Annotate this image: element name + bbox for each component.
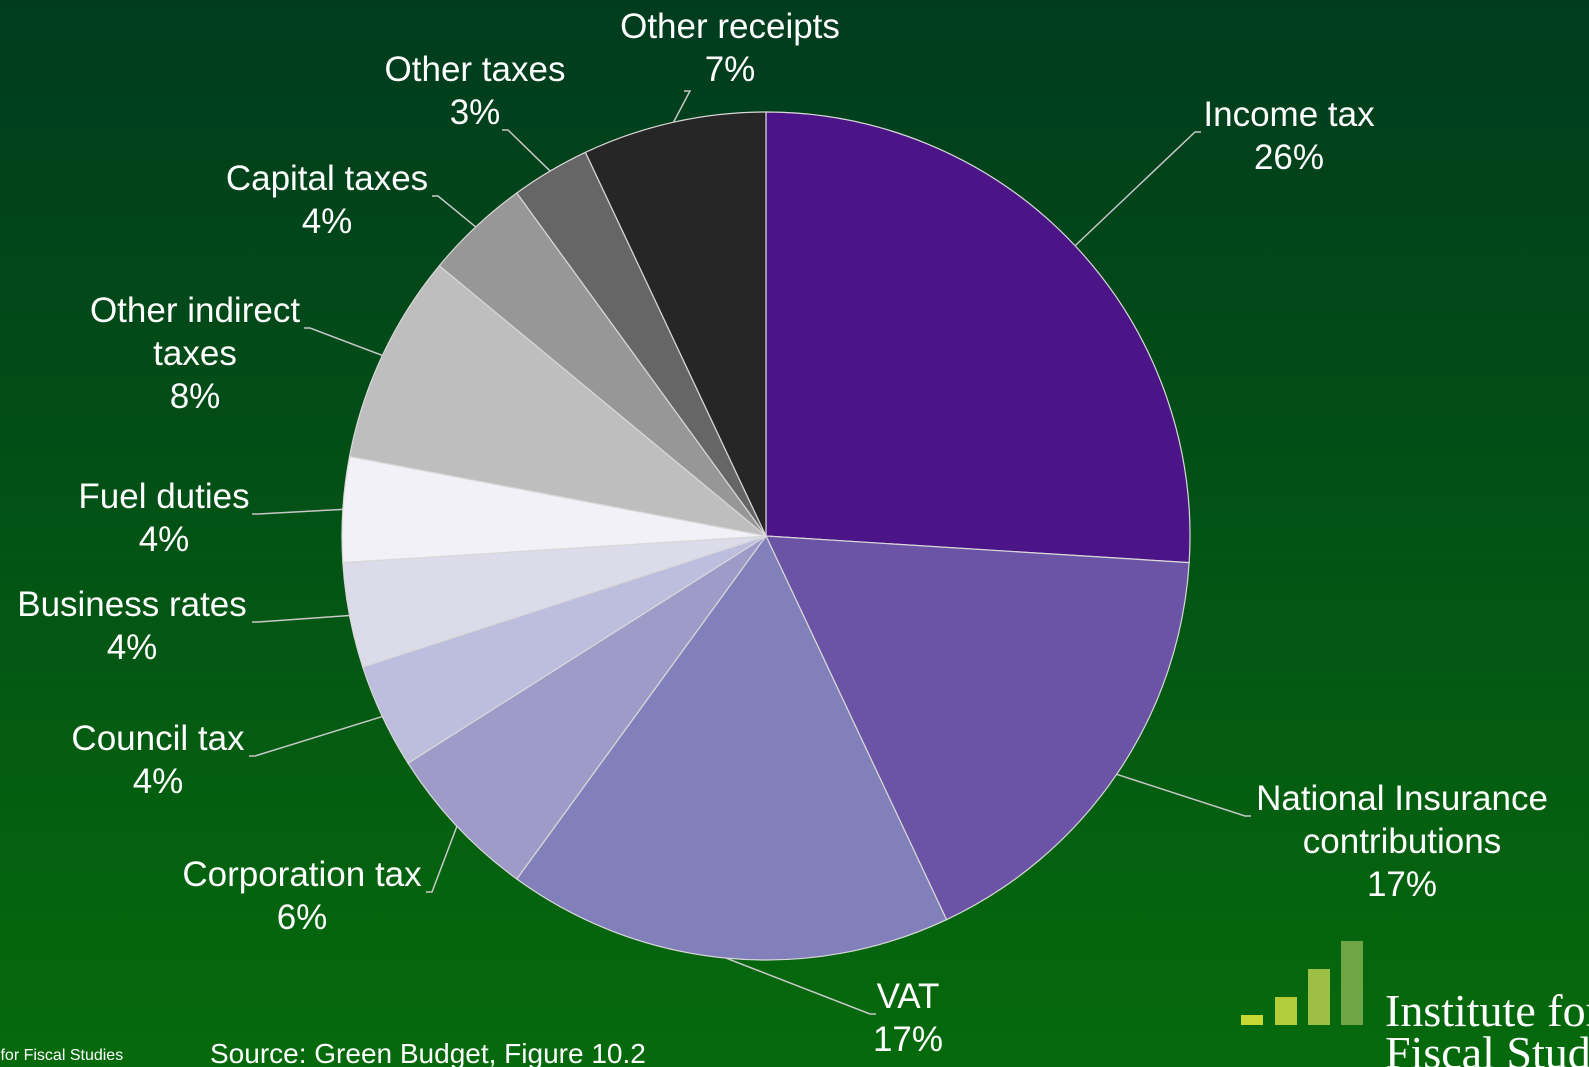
- category-label: Business rates: [17, 585, 247, 624]
- leader-line: [1074, 131, 1201, 247]
- source: Source: Green Budget, Figure 10.2: [210, 1038, 646, 1067]
- value-label: 4%: [139, 520, 190, 559]
- category-label: Corporation tax: [182, 855, 422, 894]
- category-label: Income tax: [1203, 95, 1375, 134]
- category-label: Other receipts: [620, 7, 840, 46]
- category-label: Fuel duties: [78, 477, 249, 516]
- logo-bar: [1275, 997, 1297, 1025]
- pie-slice: [584, 111, 767, 537]
- pie-slice: [515, 534, 948, 961]
- category-label: Other indirect taxes: [90, 291, 300, 373]
- value-label: 4%: [133, 762, 184, 801]
- category-label: Capital taxes: [226, 159, 428, 198]
- logo-bar: [1341, 941, 1363, 1025]
- value-label: 26%: [1254, 138, 1324, 177]
- logo-bar: [1241, 1015, 1263, 1025]
- value-label: 17%: [873, 1020, 943, 1059]
- category-label: Council tax: [71, 719, 245, 758]
- pie: [341, 111, 1191, 961]
- pie-slice: [348, 264, 767, 537]
- value-label: 7%: [705, 50, 756, 89]
- logo-bar: [1308, 969, 1330, 1025]
- logo-text: Fiscal Studies: [1385, 1027, 1589, 1067]
- leader-line: [249, 715, 383, 757]
- logo-text: Institute for: [1385, 985, 1589, 1036]
- logo: Institute for Fiscal Studies: [1241, 941, 1589, 1067]
- leader-line: [502, 129, 551, 172]
- leader-line: [725, 957, 876, 1015]
- leader-line: [304, 327, 383, 357]
- footer-left: Institute for Fiscal Studies: [0, 1047, 123, 1064]
- leader-line: [252, 614, 350, 623]
- labels: Income tax 26% National Insurance contribut…: [17, 7, 1548, 1059]
- value-label: 6%: [277, 898, 328, 937]
- pie-slice: [765, 535, 1190, 921]
- category-label: VAT: [877, 977, 940, 1016]
- leader-line: [432, 195, 477, 228]
- leader-line: [1116, 773, 1251, 817]
- value-label: 4%: [107, 628, 158, 667]
- value-label: 17%: [1367, 865, 1437, 904]
- leader-line: [426, 825, 458, 893]
- category-label: Other taxes: [385, 50, 566, 89]
- value-label: 4%: [302, 202, 353, 241]
- category-label: National Insurance contributions: [1256, 779, 1548, 861]
- value-label: 8%: [170, 377, 221, 416]
- pie-slice: [765, 111, 1191, 564]
- value-label: 3%: [450, 93, 501, 132]
- leader-line: [672, 90, 692, 123]
- leader-line: [252, 508, 343, 515]
